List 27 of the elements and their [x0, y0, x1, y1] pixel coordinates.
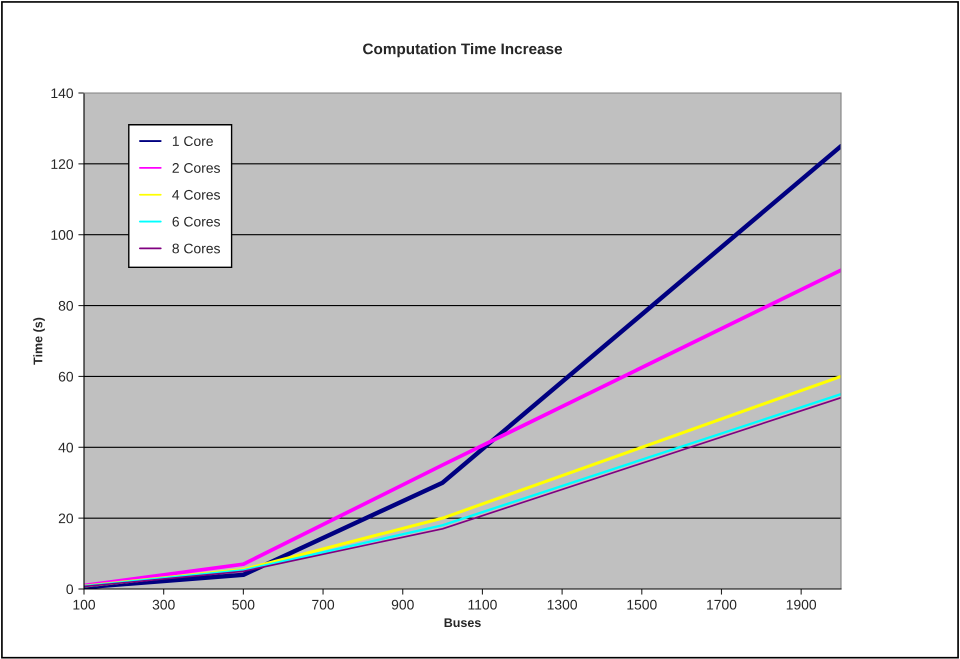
chart-title: Computation Time Increase — [363, 43, 562, 58]
x-tick-label: 1700 — [707, 600, 736, 610]
y-axis-title: Time (s) — [33, 318, 45, 365]
x-axis-title: Buses — [444, 618, 481, 628]
y-tick-label: 100 — [51, 230, 74, 240]
y-tick-label: 60 — [58, 372, 74, 382]
y-tick-label: 140 — [51, 88, 74, 98]
legend-label: 2 Cores — [172, 163, 220, 173]
x-tick-label: 900 — [392, 600, 414, 610]
line-series — [84, 268, 841, 588]
y-tick-label: 20 — [58, 513, 74, 524]
x-tick-label: 1500 — [627, 600, 657, 610]
x-tick-label: 1900 — [786, 600, 816, 610]
y-tick-label: 120 — [51, 159, 74, 170]
x-tick-label: 300 — [152, 600, 175, 610]
y-tick-label: 80 — [58, 300, 74, 311]
x-tick-label: 700 — [312, 600, 334, 610]
legend-label: 6 Cores — [172, 216, 220, 227]
y-tick-label: 0 — [66, 584, 74, 594]
x-tick-label: 100 — [73, 600, 96, 610]
x-tick-label: 500 — [232, 600, 254, 610]
x-tick-label: 1100 — [468, 600, 497, 610]
legend-label: 1 Core — [172, 136, 213, 146]
x-tick-label: 1300 — [548, 600, 578, 610]
legend-label: 8 Cores — [172, 244, 220, 254]
legend-label: 4 Cores — [172, 190, 220, 200]
y-tick-label: 40 — [58, 442, 74, 452]
